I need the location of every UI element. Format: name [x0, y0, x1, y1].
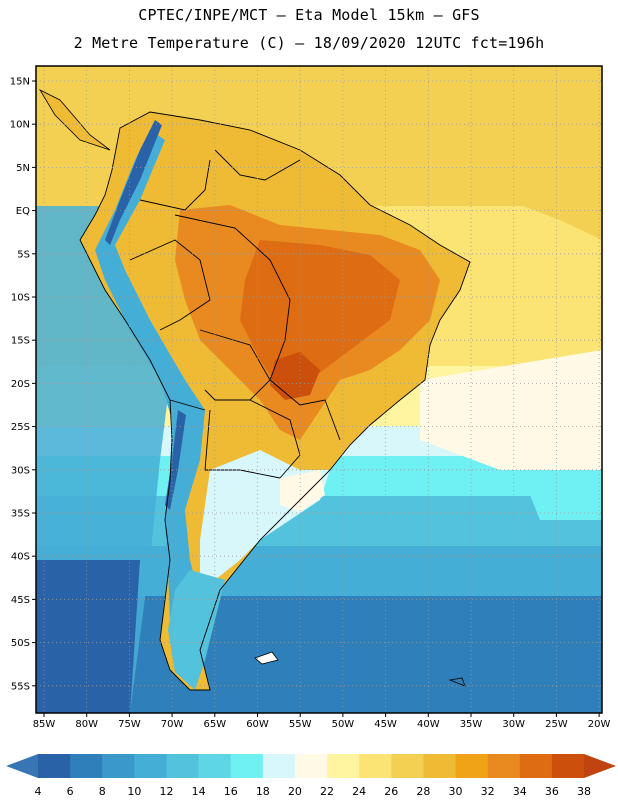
longitude-tick-label: 70W: [161, 719, 184, 730]
colorbar-label: 36: [545, 785, 559, 798]
colorbar-label: 8: [99, 785, 106, 798]
latitude-tick-label: 10N: [10, 120, 30, 131]
latitude-tick-label: 30S: [11, 465, 30, 476]
central-america-landmass: [38, 89, 111, 151]
colorbar-label: 34: [513, 785, 527, 798]
colorbar-swatch: [327, 754, 360, 778]
falkland-islands: [254, 651, 279, 665]
temperature-colorbar: 4 6 8 10 12 14 16 18 20 22 24 26 28 30 32 34 36 38: [6, 754, 616, 798]
atlantic-warm-band: [480, 195, 602, 240]
latitude-tick-label: 50S: [11, 638, 30, 649]
colorbar-swatch: [134, 754, 167, 778]
longitude-tick-label: 75W: [118, 719, 141, 730]
south-georgia-island: [448, 677, 466, 687]
colorbar-label: 12: [159, 785, 173, 798]
map-frame: [35, 65, 603, 714]
colorbar-swatch: [455, 754, 489, 778]
colorbar-swatch: [70, 754, 103, 778]
pacific-cold-zone: [36, 560, 140, 713]
colorbar-label: 32: [481, 785, 495, 798]
colorbar-swatch: [198, 754, 232, 778]
colorbar-low-arrow: [6, 754, 38, 778]
colorbar-swatch: [551, 754, 585, 778]
longitude-tick-label: 45W: [374, 719, 397, 730]
colorbar-swatch: [391, 754, 424, 778]
colorbar-label: 30: [449, 785, 463, 798]
colorbar-swatch: [519, 754, 553, 778]
colorbar-high-arrow: [584, 754, 616, 778]
patagonia-cool: [168, 570, 225, 690]
andes-cool-strip: [95, 130, 205, 640]
colorbar-swatch: [487, 754, 521, 778]
longitude-tick-label: 40W: [417, 719, 440, 730]
longitude-tick-label: 50W: [332, 719, 355, 730]
latitude-tick-label: 45S: [11, 595, 30, 606]
longitude-tick-label: 80W: [75, 719, 98, 730]
uruguay-region: [280, 470, 325, 512]
colorbar-swatch: [423, 754, 457, 778]
latitude-tick-label: 5N: [16, 163, 30, 174]
colorbar-swatch: [230, 754, 264, 778]
colorbar-label: 24: [352, 785, 366, 798]
colorbar-label: 28: [416, 785, 430, 798]
latitude-tick-label: 25S: [11, 422, 30, 433]
colorbar-label: 38: [577, 785, 591, 798]
longitude-tick-label: 25W: [545, 719, 568, 730]
colorbar-swatch: [359, 754, 392, 778]
colorbar-label: 20: [288, 785, 302, 798]
hot-spot-pantanal: [270, 352, 320, 400]
colorbar-label: 22: [320, 785, 334, 798]
colorbar-swatch: [262, 754, 296, 778]
colorbar-label: 6: [67, 785, 74, 798]
colorbar-swatch: [38, 754, 71, 778]
longitude-tick-label: 35W: [460, 719, 483, 730]
colorbar-label: 4: [35, 785, 42, 798]
latitude-tick-label: 20S: [11, 379, 30, 390]
latitude-tick-label: 35S: [11, 509, 30, 520]
colorbar-label: 26: [384, 785, 398, 798]
longitude-axis: 85W 80W 75W 70W 65W 60W 55W 50W 45W 40W 35W 30W 25W 2…: [33, 713, 611, 730]
latitude-tick-label: 5S: [17, 249, 30, 260]
colorbar-label: 18: [256, 785, 270, 798]
colorbar-swatch: [166, 754, 200, 778]
chart-title-line-2: 2 Metre Temperature (C) – 18/09/2020 12U…: [73, 34, 545, 52]
map-plot-area: [36, 66, 602, 713]
colorbar-label: 10: [127, 785, 141, 798]
latitude-tick-label: 10S: [11, 293, 30, 304]
chart-title-line-1: CPTEC/INPE/MCT – Eta Model 15km – GFS: [138, 6, 480, 24]
latitude-tick-label: 15S: [11, 336, 30, 347]
latitude-tick-label: EQ: [16, 206, 30, 217]
colorbar-swatch: [294, 754, 328, 778]
longitude-tick-label: 20W: [588, 719, 611, 730]
colorbar-label: 14: [192, 785, 206, 798]
latitude-tick-label: 55S: [11, 681, 30, 692]
latitude-tick-label: 40S: [11, 552, 30, 563]
atlantic-warm-patch: [420, 350, 602, 470]
latitude-axis: 15N 10N 5N EQ 5S 10S 15S 20S 25S 30S 35S 40S 45S 50S 5…: [10, 77, 36, 692]
atlantic-cyan-patch: [520, 470, 602, 520]
longitude-tick-label: 55W: [289, 719, 312, 730]
longitude-tick-label: 65W: [203, 719, 226, 730]
longitude-tick-label: 30W: [502, 719, 525, 730]
longitude-tick-label: 60W: [246, 719, 269, 730]
latitude-tick-label: 15N: [10, 77, 30, 88]
colorbar-label: 16: [224, 785, 238, 798]
longitude-tick-label: 85W: [33, 719, 56, 730]
colorbar-swatch: [102, 754, 135, 778]
